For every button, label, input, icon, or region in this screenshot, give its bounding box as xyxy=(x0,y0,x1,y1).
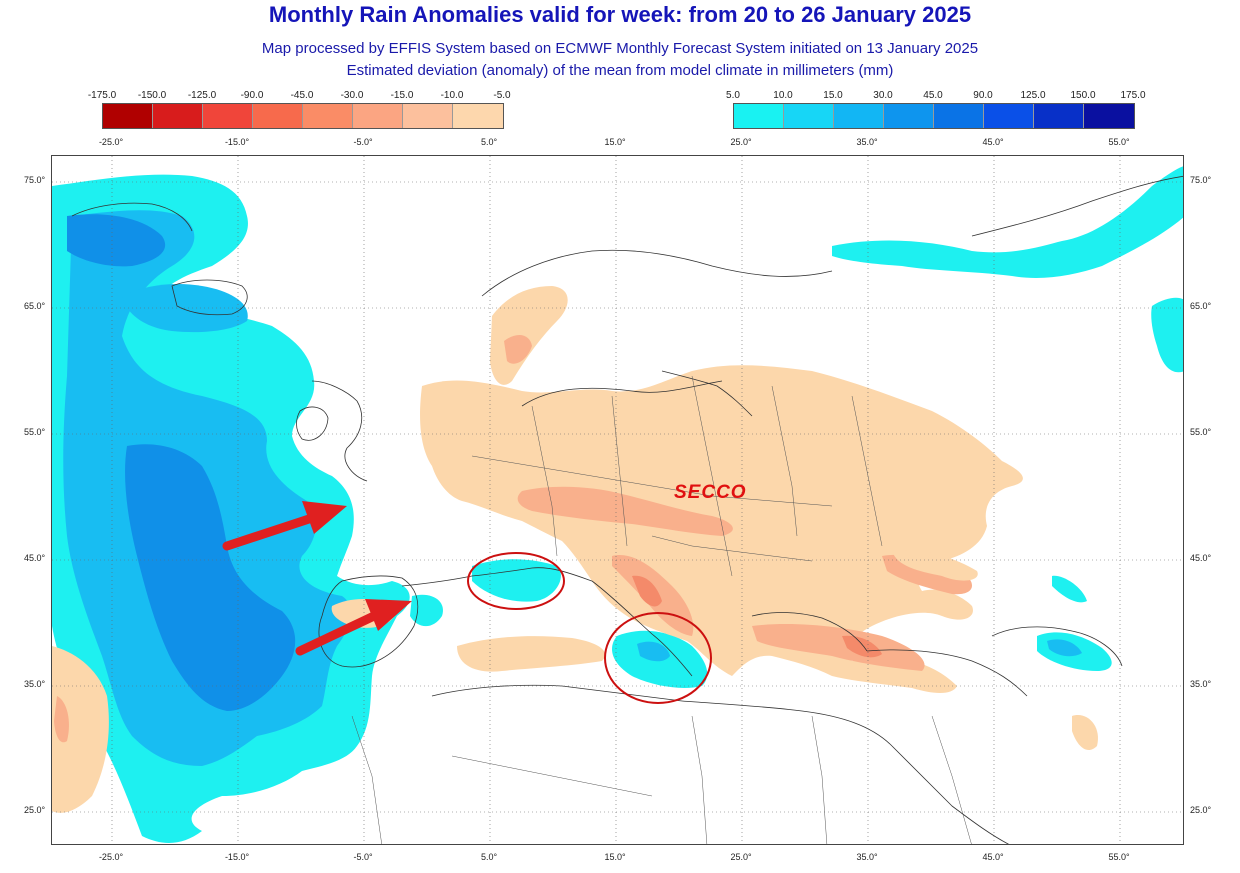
legend-label: -175.0 xyxy=(87,90,117,101)
map-canvas[interactable] xyxy=(52,156,1184,845)
axis-tick-label: 75.0° xyxy=(1190,175,1212,185)
graticule xyxy=(52,156,1183,844)
axis-tick-label: 55.0° xyxy=(1108,852,1130,862)
borders xyxy=(351,375,972,844)
legend-label: -90.0 xyxy=(240,90,264,101)
legend-swatch xyxy=(153,104,203,128)
legend-swatch xyxy=(253,104,303,128)
axis-tick-label: 75.0° xyxy=(24,175,46,185)
axis-tick-label: 5.0° xyxy=(480,137,498,147)
map-title: Monthly Rain Anomalies valid for week: f… xyxy=(268,2,972,27)
axis-tick-label: -5.0° xyxy=(353,852,373,862)
legend-label: 90.0 xyxy=(973,90,993,101)
axis-tick-label: 15.0° xyxy=(604,852,626,862)
axis-tick-label: 65.0° xyxy=(24,301,46,311)
annotation-label-secco: SECCO xyxy=(674,482,747,503)
annotation-arrows xyxy=(222,501,412,656)
arrow-atlantic-north xyxy=(222,501,347,551)
axis-tick-label: -5.0° xyxy=(353,137,373,147)
legend-swatch xyxy=(934,104,984,128)
axis-tick-label: 15.0° xyxy=(604,137,626,147)
legend-positive xyxy=(733,103,1135,129)
circle-ligurian-sea xyxy=(467,552,565,610)
legend-swatch xyxy=(734,104,784,128)
legend-label: -15.0 xyxy=(390,90,414,101)
axis-tick-label: 35.0° xyxy=(24,679,46,689)
axis-tick-label: -25.0° xyxy=(98,137,124,147)
legend-label: 45.0 xyxy=(923,90,943,101)
axis-tick-label: 35.0° xyxy=(856,852,878,862)
legend-label: -125.0 xyxy=(187,90,217,101)
legend-swatch xyxy=(834,104,884,128)
arrow-atlantic-south xyxy=(295,599,412,656)
legend-label: 30.0 xyxy=(873,90,893,101)
legend-swatch xyxy=(1034,104,1084,128)
axis-tick-label: 55.0° xyxy=(24,427,46,437)
axis-tick-label: 65.0° xyxy=(1190,301,1212,311)
axis-tick-label: 35.0° xyxy=(856,137,878,147)
axis-tick-label: 35.0° xyxy=(1190,679,1212,689)
legend-swatch xyxy=(103,104,153,128)
annotation-circles xyxy=(467,552,712,704)
coastlines xyxy=(71,175,1183,844)
legend-swatch xyxy=(884,104,934,128)
legend-swatch xyxy=(303,104,353,128)
axis-tick-label: 55.0° xyxy=(1190,427,1212,437)
wet-anomaly-atlantic xyxy=(52,166,1183,843)
circle-ionian-sea xyxy=(604,612,712,704)
axis-tick-label: 45.0° xyxy=(982,137,1004,147)
axis-tick-label: 45.0° xyxy=(24,553,46,563)
legend-negative xyxy=(102,103,504,129)
axis-tick-label: 25.0° xyxy=(24,805,46,815)
axis-tick-label: 25.0° xyxy=(1190,805,1212,815)
legend-swatch xyxy=(203,104,253,128)
legend-swatch xyxy=(403,104,453,128)
legend-swatch xyxy=(453,104,503,128)
legend-label: 10.0 xyxy=(773,90,793,101)
legend-label: -5.0 xyxy=(493,90,511,101)
legend-label: 150.0 xyxy=(1070,90,1096,101)
map-frame[interactable] xyxy=(51,155,1184,845)
legend-swatch xyxy=(784,104,834,128)
map-subtitle: Map processed by EFFIS System based on E… xyxy=(261,40,979,57)
dry-anomaly-europe xyxy=(52,286,1098,813)
legend-swatch xyxy=(984,104,1034,128)
legend-label: -150.0 xyxy=(137,90,167,101)
legend-swatch xyxy=(1084,104,1134,128)
axis-tick-label: -15.0° xyxy=(224,137,250,147)
legend-swatch xyxy=(353,104,403,128)
legend-label: -45.0 xyxy=(290,90,314,101)
axis-tick-label: 5.0° xyxy=(480,852,498,862)
legend-label: 5.0 xyxy=(726,90,740,101)
map-description: Estimated deviation (anomaly) of the mea… xyxy=(346,62,894,79)
axis-tick-label: 55.0° xyxy=(1108,137,1130,147)
legend-label: -30.0 xyxy=(340,90,364,101)
legend-label: 125.0 xyxy=(1020,90,1046,101)
axis-tick-label: 45.0° xyxy=(1190,553,1212,563)
legend-label: 175.0 xyxy=(1120,90,1146,101)
axis-tick-label: 25.0° xyxy=(730,852,752,862)
axis-tick-label: -25.0° xyxy=(98,852,124,862)
legend-label: -10.0 xyxy=(440,90,464,101)
axis-tick-label: 25.0° xyxy=(730,137,752,147)
axis-tick-label: 45.0° xyxy=(982,852,1004,862)
legend-label: 15.0 xyxy=(823,90,843,101)
axis-tick-label: -15.0° xyxy=(224,852,250,862)
